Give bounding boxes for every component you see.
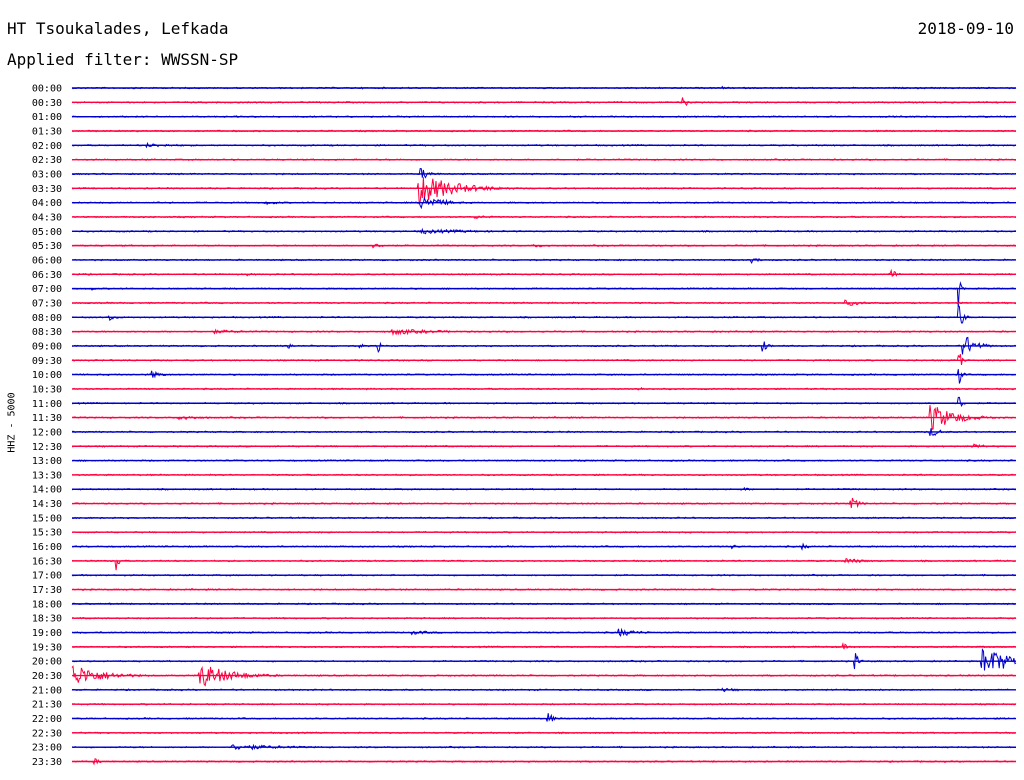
- time-tick-label: 06:00: [32, 255, 62, 266]
- time-tick-label: 03:30: [32, 184, 62, 195]
- time-tick-label: 10:30: [32, 384, 62, 395]
- trace-line: [71, 97, 1017, 107]
- time-tick-label: 20:00: [32, 657, 62, 668]
- time-tick-label: 21:00: [32, 685, 62, 696]
- time-tick-label: 13:00: [32, 456, 62, 467]
- time-tick-label: 15:30: [32, 528, 62, 539]
- time-tick-label: 16:30: [32, 556, 62, 567]
- time-tick-label: 06:30: [32, 270, 62, 281]
- time-tick-label: 11:30: [32, 413, 62, 424]
- time-tick-label: 17:30: [32, 585, 62, 596]
- time-tick-label: 20:30: [32, 671, 62, 682]
- time-tick-label: 19:00: [32, 628, 62, 639]
- time-tick-label: 12:00: [32, 427, 62, 438]
- time-tick-label: 02:30: [32, 155, 62, 166]
- time-tick-label: 07:00: [32, 284, 62, 295]
- time-tick-label: 13:30: [32, 470, 62, 481]
- time-tick-label: 01:30: [32, 126, 62, 137]
- time-tick-label: 12:30: [32, 442, 62, 453]
- time-tick-label: 00:30: [32, 98, 62, 109]
- time-tick-label: 17:00: [32, 571, 62, 582]
- trace-line: [71, 369, 1016, 384]
- trace-line: [71, 177, 1016, 205]
- time-tick-label: 18:30: [32, 614, 62, 625]
- time-tick-label: 02:00: [32, 141, 62, 152]
- time-tick-label: 08:30: [32, 327, 62, 338]
- time-tick-label: 09:00: [32, 341, 62, 352]
- time-tick-label: 16:00: [32, 542, 62, 553]
- time-tick-label: 01:00: [32, 112, 62, 123]
- time-tick-label: 00:00: [32, 84, 62, 95]
- time-tick-label: 23:00: [32, 743, 62, 754]
- time-tick-label: 08:00: [32, 313, 62, 324]
- trace-line: [71, 396, 1017, 407]
- time-tick-label: 15:00: [32, 513, 62, 524]
- trace-line: [71, 354, 1017, 365]
- time-tick-label: 04:00: [32, 198, 62, 209]
- time-tick-label: 21:30: [32, 700, 62, 711]
- time-tick-label: 22:30: [32, 728, 62, 739]
- trace-line: [71, 268, 1016, 277]
- trace-line: [71, 713, 1017, 722]
- time-tick-label: 23:30: [32, 757, 62, 768]
- time-tick-label: 11:00: [32, 399, 62, 410]
- time-tick-label: 07:30: [32, 298, 62, 309]
- filter-label: Applied filter: WWSSN-SP: [7, 50, 239, 69]
- time-tick-label: 19:30: [32, 642, 62, 653]
- trace-line: [71, 168, 1017, 179]
- time-tick-label: 04:30: [32, 212, 62, 223]
- trace-line: [71, 304, 1017, 324]
- time-tick-label: 03:00: [32, 169, 62, 180]
- trace-line: [71, 648, 1017, 671]
- date-label: 2018-09-10: [917, 19, 1014, 38]
- time-tick-label: 22:00: [32, 714, 62, 725]
- time-tick-label: 09:30: [32, 356, 62, 367]
- time-tick-label: 14:30: [32, 499, 62, 510]
- time-tick-label: 05:00: [32, 227, 62, 238]
- station-title: HT Tsoukalades, Lefkada: [7, 19, 229, 38]
- time-tick-label: 05:30: [32, 241, 62, 252]
- time-tick-label: 18:00: [32, 599, 62, 610]
- time-tick-label: 10:00: [32, 370, 62, 381]
- time-tick-label: 14:00: [32, 485, 62, 496]
